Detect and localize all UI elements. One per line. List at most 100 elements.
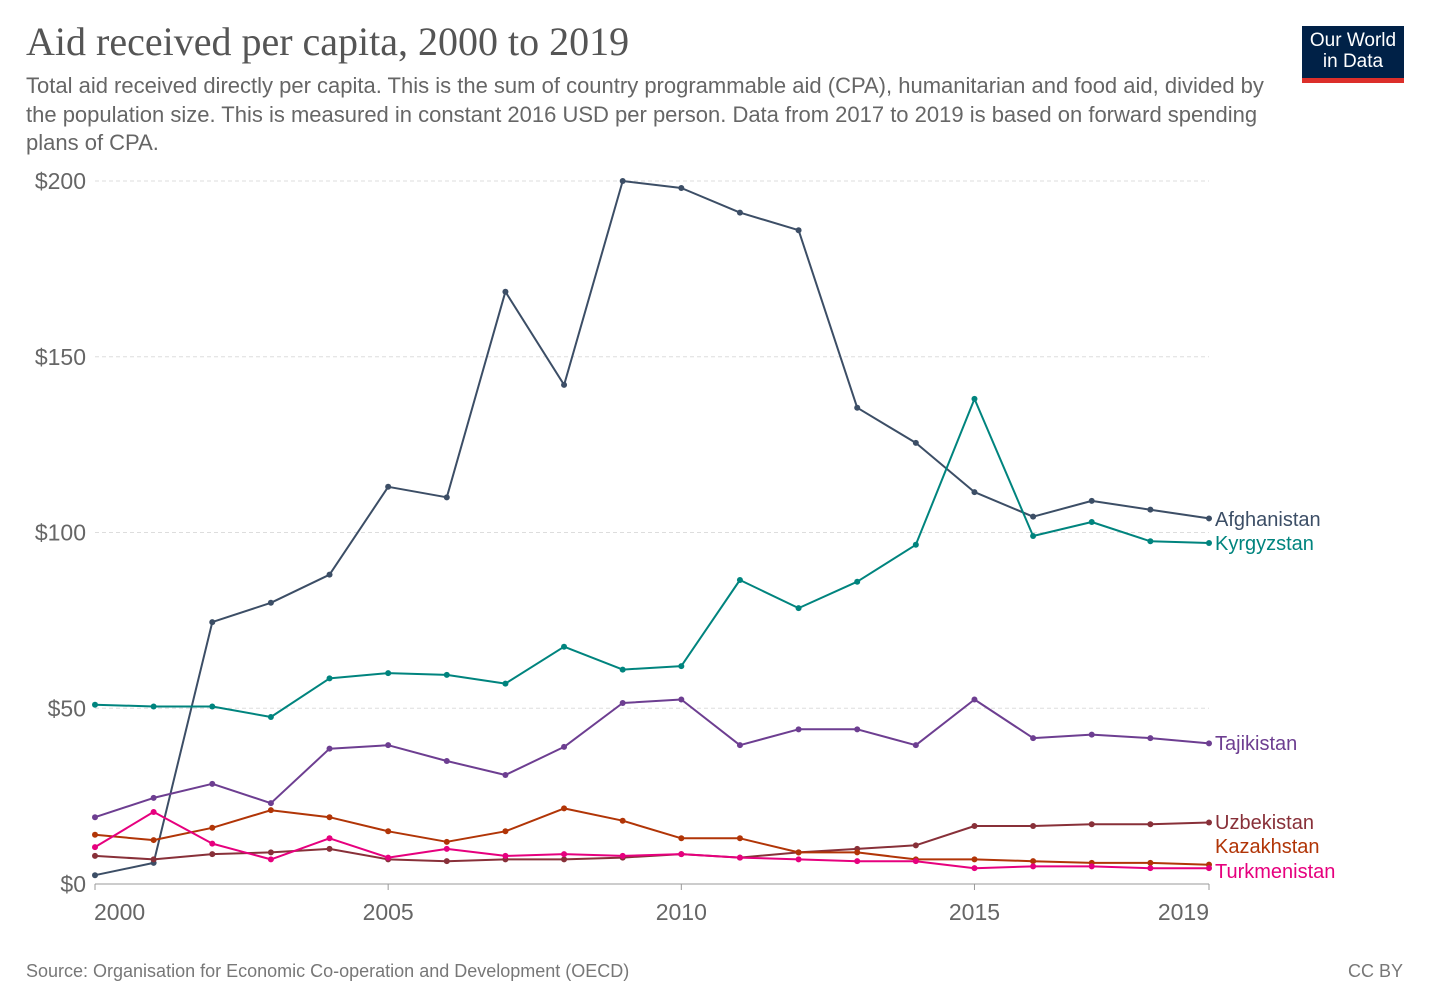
data-point-turkmenistan [92,844,98,851]
data-point-uzbekistan [209,851,216,858]
data-point-tajikistan [912,742,919,749]
data-point-afghanistan [619,178,626,184]
data-point-turkmenistan [267,856,274,863]
series-label-uzbekistan: Uzbekistan [1215,812,1314,834]
data-point-tajikistan [854,726,861,733]
data-point-afghanistan [1147,506,1154,513]
data-point-kyrgyzstan [561,643,568,650]
data-point-kyrgyzstan [736,576,743,583]
data-point-turkmenistan [561,851,568,858]
data-point-uzbekistan [150,856,157,863]
series-label-kazakhstan: Kazakhstan [1215,836,1320,858]
data-point-kyrgyzstan [854,578,861,585]
data-point-kyrgyzstan [1147,538,1154,545]
data-point-kyrgyzstan [502,680,509,687]
data-point-kyrgyzstan [1206,540,1212,547]
data-point-kazakhstan [326,814,333,821]
data-point-afghanistan [912,439,919,446]
data-point-afghanistan [502,288,509,295]
y-tick-label: $150 [35,344,86,370]
data-point-tajikistan [795,726,802,733]
data-point-tajikistan [1147,735,1154,742]
data-point-kazakhstan [92,831,98,838]
data-point-uzbekistan [267,849,274,856]
data-point-tajikistan [678,696,685,703]
data-point-turkmenistan [971,865,978,872]
data-point-kazakhstan [678,835,685,842]
data-point-kyrgyzstan [1088,518,1095,525]
series-label-kyrgyzstan: Kyrgyzstan [1215,533,1314,555]
data-point-afghanistan [561,381,568,388]
y-tick-label: $100 [35,520,86,546]
data-point-uzbekistan [326,845,333,852]
owid-logo[interactable]: Our World in Data [1302,26,1404,83]
data-point-turkmenistan [1088,863,1095,870]
data-point-kazakhstan [267,807,274,814]
data-point-kyrgyzstan [1030,533,1037,540]
data-point-kyrgyzstan [912,541,919,548]
data-point-turkmenistan [209,840,216,847]
source-note: Source: Organisation for Economic Co-ope… [26,961,630,981]
data-point-uzbekistan [1206,819,1212,826]
data-point-tajikistan [267,800,274,807]
license-link[interactable]: CC BY [1347,961,1403,981]
data-point-tajikistan [92,814,98,821]
data-point-afghanistan [92,872,98,879]
data-point-turkmenistan [326,835,333,842]
data-point-kazakhstan [854,849,861,856]
data-point-uzbekistan [1030,823,1037,830]
data-point-kyrgyzstan [209,703,216,710]
data-point-afghanistan [1030,513,1037,520]
data-point-kyrgyzstan [678,663,685,670]
data-point-uzbekistan [561,856,568,863]
data-point-uzbekistan [92,852,98,859]
data-point-afghanistan [326,571,333,578]
data-point-turkmenistan [150,808,157,815]
data-point-kazakhstan [1030,858,1037,865]
series-line-afghanistan [94,180,1210,877]
data-point-kazakhstan [971,856,978,863]
data-point-kyrgyzstan [150,703,157,710]
data-point-uzbekistan [443,858,450,865]
data-point-afghanistan [209,619,216,626]
data-point-kazakhstan [561,805,568,812]
data-point-afghanistan [795,227,802,234]
data-point-afghanistan [678,185,685,192]
y-tick-label: $50 [48,695,86,721]
logo-line-2: in Data [1322,51,1384,72]
series-group [92,178,1212,879]
data-point-tajikistan [502,772,509,779]
grid-lines [95,180,1209,709]
x-tick-label: 2015 [949,899,1000,925]
data-point-tajikistan [619,699,626,706]
data-point-kyrgyzstan [795,605,802,612]
data-point-kyrgyzstan [385,670,392,677]
series-line-kazakhstan [94,807,1210,866]
x-tick-label: 2000 [94,899,145,925]
data-point-tajikistan [150,794,157,801]
data-point-uzbekistan [912,842,919,849]
data-point-kyrgyzstan [267,714,274,721]
data-point-turkmenistan [678,851,685,858]
data-point-afghanistan [1088,497,1095,504]
data-point-tajikistan [1088,731,1095,738]
data-point-uzbekistan [971,823,978,830]
series-label-turkmenistan: Turkmenistan [1215,861,1335,883]
series-line-turkmenistan [94,810,1209,870]
series-label-tajikistan: Tajikistan [1215,733,1297,755]
data-point-turkmenistan [736,854,743,861]
data-point-kazakhstan [385,828,392,835]
data-point-kazakhstan [502,828,509,835]
data-point-afghanistan [971,489,978,496]
data-point-afghanistan [854,404,861,411]
data-point-afghanistan [736,209,743,216]
data-point-tajikistan [736,742,743,749]
data-point-turkmenistan [502,852,509,859]
data-point-kazakhstan [443,838,450,845]
data-point-kyrgyzstan [326,675,333,682]
data-point-turkmenistan [619,852,626,859]
data-point-kyrgyzstan [92,701,98,708]
data-point-turkmenistan [912,858,919,865]
